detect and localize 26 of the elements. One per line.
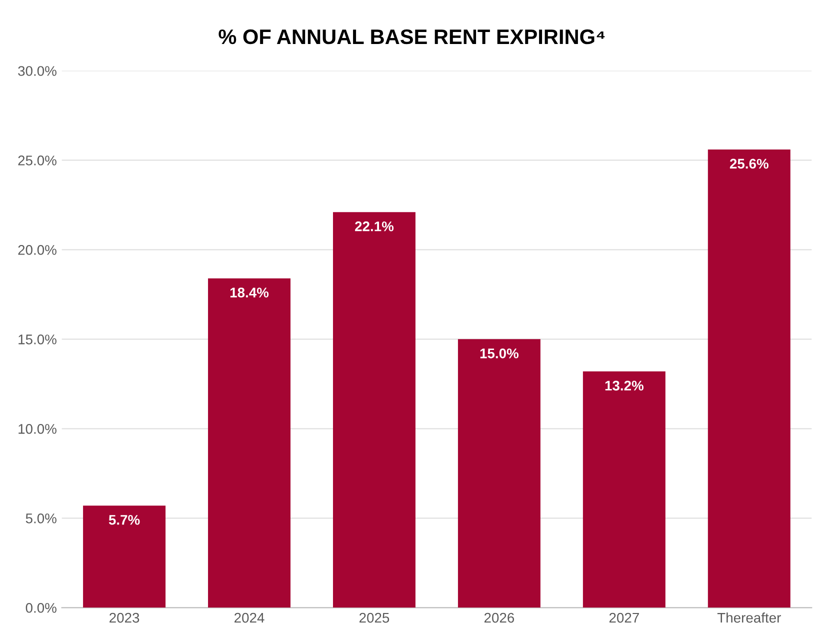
bar bbox=[332, 212, 416, 608]
chart-title: % OF ANNUAL BASE RENT EXPIRING⁴ bbox=[218, 29, 605, 44]
y-tick-label: 20.0% bbox=[18, 245, 56, 255]
data-label: 15.0% bbox=[480, 348, 519, 358]
y-tick-label: 25.0% bbox=[18, 156, 56, 166]
bar bbox=[708, 149, 790, 608]
bar bbox=[458, 339, 540, 608]
x-tick-label: 2026 bbox=[484, 612, 514, 623]
data-label: 5.7% bbox=[108, 514, 140, 525]
x-tick-label: 2023 bbox=[110, 612, 140, 623]
bar bbox=[582, 371, 666, 608]
x-tick-label: Thereafter bbox=[717, 612, 781, 623]
x-tick-label: 2024 bbox=[234, 612, 264, 623]
data-label: 25.6% bbox=[730, 158, 768, 169]
bar bbox=[83, 506, 166, 608]
data-label: 13.2% bbox=[605, 380, 644, 391]
y-tick-label: 5.0% bbox=[26, 513, 56, 524]
x-tick-label: 2025 bbox=[359, 612, 390, 623]
x-tick-label: 2027 bbox=[609, 612, 639, 623]
data-label: 22.1% bbox=[355, 221, 394, 232]
y-tick-label: 30.0% bbox=[18, 66, 56, 76]
bar bbox=[208, 278, 290, 608]
data-label: 18.4% bbox=[230, 288, 269, 298]
y-tick-label: 0.0% bbox=[26, 602, 56, 613]
y-tick-label: 10.0% bbox=[18, 424, 56, 434]
y-tick-label: 15.0% bbox=[18, 334, 56, 344]
